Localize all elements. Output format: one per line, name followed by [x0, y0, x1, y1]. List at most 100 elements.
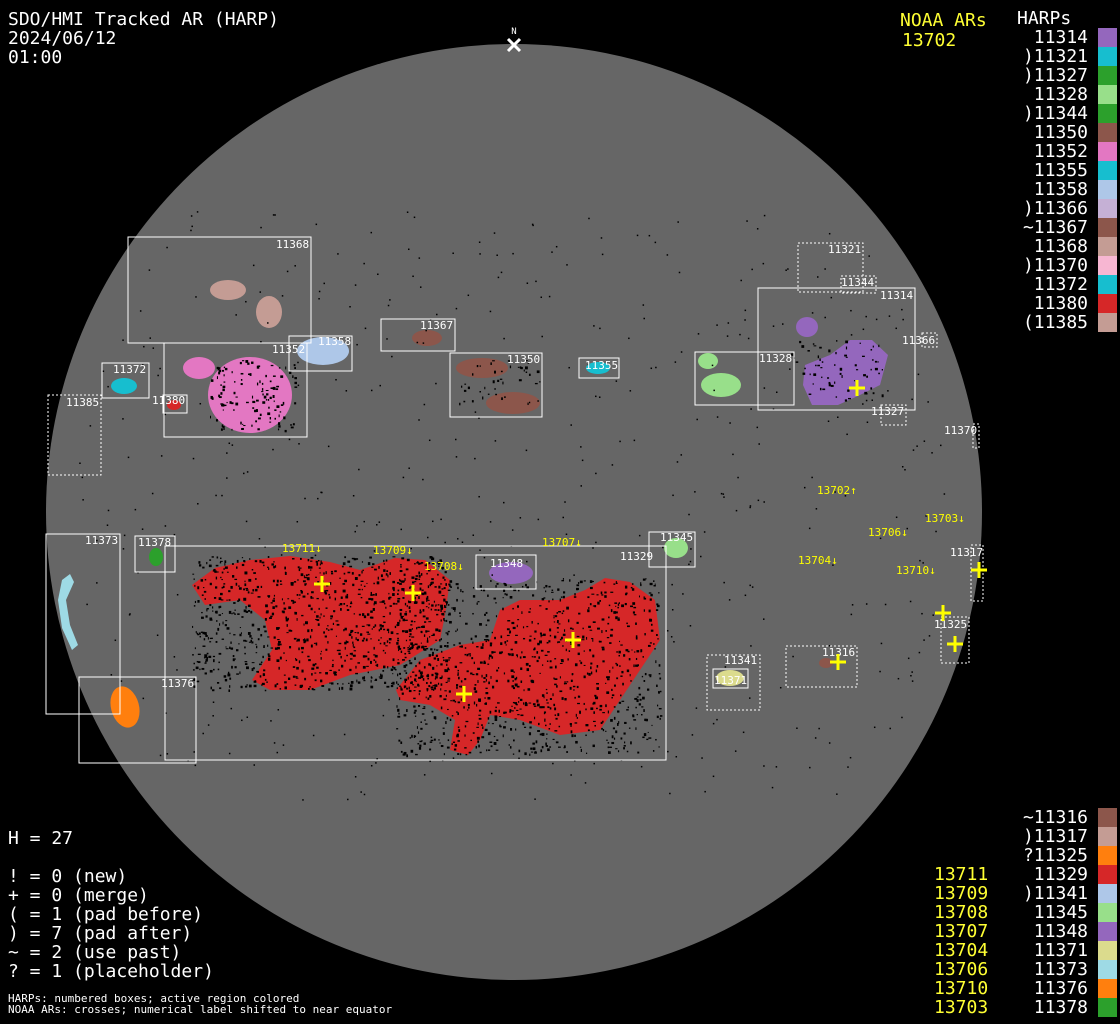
region-11350-b	[486, 392, 540, 414]
harp-box-label: 11316	[822, 646, 855, 659]
harp-box-label: 11376	[161, 677, 194, 690]
harp-legend-item: 11372	[1022, 274, 1088, 295]
footer-line-2: NOAA ARs: crosses; numerical label shift…	[8, 1003, 393, 1016]
harp-legend-item: 11345	[1022, 902, 1088, 923]
harp-box-label: 11366	[902, 334, 935, 347]
harp-legend-item: 11371	[1022, 940, 1088, 961]
region-11372	[111, 378, 137, 394]
region-11358	[297, 337, 349, 365]
date: 2024/06/12	[8, 28, 117, 49]
harp-legend-item: 11380	[1022, 293, 1088, 314]
harp-color-swatch	[1098, 294, 1117, 313]
harp-box-label: 11373	[85, 534, 118, 547]
harp-box	[380, 318, 456, 352]
harp-color-swatch	[1098, 180, 1117, 199]
noaa-cross-icon	[971, 562, 987, 578]
harp-box-label: 11317	[950, 546, 983, 559]
harp-legend-item: 11355	[1022, 160, 1088, 181]
harp-legend-item: 11352	[1022, 141, 1088, 162]
harp-color-swatch	[1098, 237, 1117, 256]
noaa-top-item: 13702	[902, 30, 957, 51]
harp-box	[449, 352, 543, 418]
noaa-label: 13702↑	[817, 484, 857, 497]
harp-box	[162, 394, 188, 414]
north-label: N	[511, 27, 516, 37]
harp-box-label: 11350	[507, 353, 540, 366]
harp-box-label: 11380	[152, 394, 185, 407]
harp-color-swatch	[1098, 827, 1117, 846]
stats-line: ? = 1 (placeholder)	[8, 961, 214, 982]
region-11314-b	[796, 317, 818, 337]
noaa-label: 13710↓	[896, 564, 936, 577]
noaa-crosses	[314, 380, 987, 702]
harp-box	[972, 423, 980, 449]
harp-box-label: 11370	[944, 424, 977, 437]
noaa-legend-item: 13703	[934, 997, 989, 1018]
noaa-legend-item: 13710	[934, 978, 989, 999]
noaa-legend-item: 13707	[934, 921, 989, 942]
harp-box	[940, 616, 970, 664]
harp-box-label: 11348	[490, 557, 523, 570]
region-11352-b	[183, 357, 215, 379]
region-11368	[210, 280, 246, 300]
harp-box-label: 11345	[660, 531, 693, 544]
harp-box-label: 11321	[828, 243, 861, 256]
stats-line: ~ = 2 (use past)	[8, 942, 182, 963]
noaa-legend-item: 13704	[934, 940, 989, 961]
harp-box	[164, 545, 667, 761]
region-11373	[58, 574, 78, 650]
harp-color-swatch	[1098, 218, 1117, 237]
harp-color-swatch	[1098, 85, 1117, 104]
stats-line: ( = 1 (pad before)	[8, 904, 204, 925]
harp-legend-item: 11358	[1022, 179, 1088, 200]
harp-box	[712, 668, 749, 689]
harp-legend-item: )11370	[1022, 255, 1088, 276]
noaa-header: NOAA ARs	[900, 10, 987, 31]
harp-color-swatch	[1098, 903, 1117, 922]
harp-box	[163, 342, 308, 438]
harp-color-swatch	[1098, 142, 1117, 161]
harp-box	[694, 351, 795, 406]
harp-box-label: 11368	[276, 238, 309, 251]
noaa-cross-icon	[405, 585, 421, 601]
harp-box	[578, 357, 620, 379]
noaa-legend-item: 13706	[934, 959, 989, 980]
harp-box	[134, 535, 176, 573]
harp-box	[648, 531, 696, 568]
noaa-cross-icon	[849, 380, 865, 396]
title: SDO/HMI Tracked AR (HARP)	[8, 9, 279, 30]
noaa-cross-icon	[830, 654, 846, 670]
harp-legend-item: 11329	[1022, 864, 1088, 885]
harp-color-swatch	[1098, 979, 1117, 998]
harp-color-swatch	[1098, 47, 1117, 66]
harp-box	[706, 654, 761, 711]
harp-count: H = 27	[8, 828, 74, 849]
harp-color-swatch	[1098, 161, 1117, 180]
time: 01:00	[8, 47, 63, 68]
harp-box-label: 11325	[934, 618, 967, 631]
stats-line: ! = 0 (new)	[8, 866, 128, 887]
harp-box	[797, 242, 864, 293]
noaa-labels: 13711↓ 13709↓ 13708↓ 13707↓ 13704↓ 13702↑ 1370…	[282, 484, 965, 577]
harp-legend-item: )11366	[1022, 198, 1088, 219]
harp-box-label: 11327	[871, 405, 904, 418]
noaa-label: 13707↓	[542, 536, 582, 549]
harp-legend-item: )11317	[1022, 826, 1088, 847]
harp-color-swatch	[1098, 884, 1117, 903]
harp-color-swatch	[1098, 275, 1117, 294]
region-11367	[412, 330, 442, 346]
harp-box-label: 11314	[880, 289, 913, 302]
harp-box	[970, 544, 984, 602]
harp-box-label: 11328	[759, 352, 792, 365]
harp-box	[880, 404, 907, 426]
harp-box	[921, 332, 938, 348]
harp-box	[475, 554, 537, 590]
region-11352	[208, 357, 292, 433]
harp-legend-item: 11350	[1022, 122, 1088, 143]
noaa-cross-icon	[314, 576, 330, 592]
region-11316	[819, 658, 833, 668]
harp-color-swatch	[1098, 123, 1117, 142]
region-11348	[489, 562, 533, 584]
harp-legend-item: 11348	[1022, 921, 1088, 942]
stats-line: ) = 7 (pad after)	[8, 923, 193, 944]
